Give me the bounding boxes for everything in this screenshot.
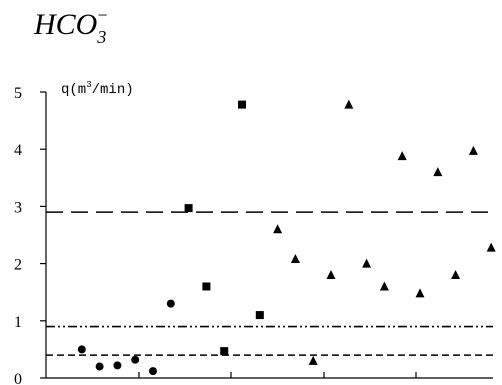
data-point-triangle [326, 270, 336, 280]
data-point-circle [149, 367, 157, 376]
data-point-circle [95, 362, 104, 371]
y-tick-label: 4 [14, 142, 22, 159]
data-point-triangle [379, 281, 389, 291]
data-point-triangle [344, 99, 354, 109]
data-point-triangle [290, 254, 300, 264]
y-axis-label-superscript: 3 [86, 80, 91, 90]
data-point-triangle [468, 145, 478, 155]
y-axis-label-text: q(m [61, 82, 86, 98]
title-superscript: − [96, 5, 108, 25]
y-tick-label: 2 [14, 257, 22, 274]
reference-lines [46, 211, 493, 356]
data-point-square [184, 204, 193, 213]
y-axis-label: q(m3/min) [61, 80, 134, 98]
data-point-circle [113, 361, 122, 370]
data-point-triangle [433, 167, 443, 177]
data-point-square [202, 282, 211, 291]
data-point-triangle [273, 224, 283, 234]
data-point-square [255, 311, 264, 320]
y-axis-label-tail: /min) [92, 82, 134, 98]
y-tick-label: 5 [14, 85, 22, 102]
data-point-triangle [486, 242, 496, 252]
data-point-square [238, 100, 246, 109]
data-point-triangle [362, 258, 372, 268]
y-tick-label: 1 [14, 314, 22, 331]
y-tick-label: 3 [14, 199, 22, 216]
data-point-circle [131, 355, 140, 364]
data-point-triangle [308, 355, 318, 365]
data-point-triangle [415, 288, 425, 298]
data-marks [77, 99, 496, 376]
data-point-triangle [451, 270, 461, 280]
data-point-triangle [397, 151, 407, 161]
title-base: HCO [33, 8, 97, 41]
svg-text:HCO3−: HCO3− [33, 5, 109, 47]
chart-title: HCO3− [33, 5, 109, 47]
data-point-circle [166, 299, 175, 308]
data-point-square [220, 347, 229, 356]
y-tick-label: 0 [14, 371, 22, 385]
title-subscript: 3 [96, 27, 106, 47]
axes: 0 1 2 3 4 5 [14, 85, 493, 385]
data-point-circle [77, 345, 86, 354]
